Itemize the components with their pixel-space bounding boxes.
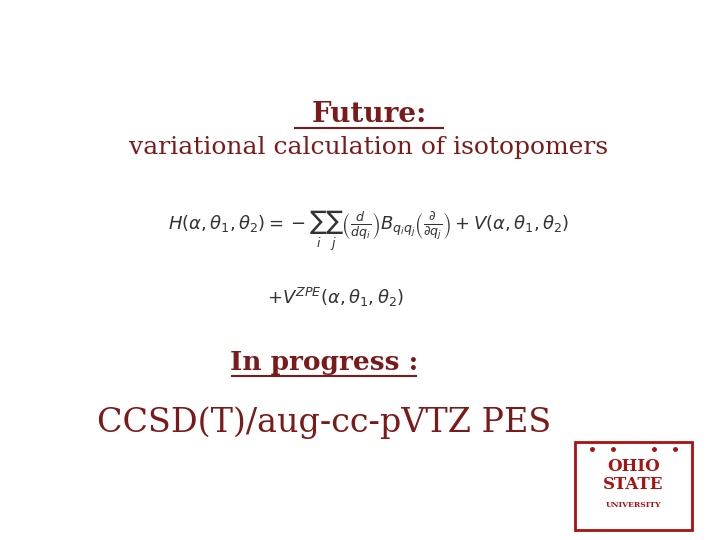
Text: Future:: Future: [311, 101, 427, 128]
Text: UNIVERSITY: UNIVERSITY [606, 502, 662, 509]
Text: OHIO: OHIO [607, 458, 660, 475]
Text: $H(\alpha, \theta_1, \theta_2) = -\sum_i \sum_j \left(\frac{d}{dq_i}\right) B_{q: $H(\alpha, \theta_1, \theta_2) = -\sum_i… [168, 209, 570, 253]
Text: CCSD(T)/aug-cc-pVTZ PES: CCSD(T)/aug-cc-pVTZ PES [97, 406, 552, 438]
Text: STATE: STATE [603, 476, 664, 492]
Text: variational calculation of isotopomers: variational calculation of isotopomers [130, 137, 608, 159]
Text: $+V^{ZPE}(\alpha, \theta_1, \theta_2)$: $+V^{ZPE}(\alpha, \theta_1, \theta_2)$ [267, 286, 404, 309]
Text: In progress :: In progress : [230, 349, 418, 375]
